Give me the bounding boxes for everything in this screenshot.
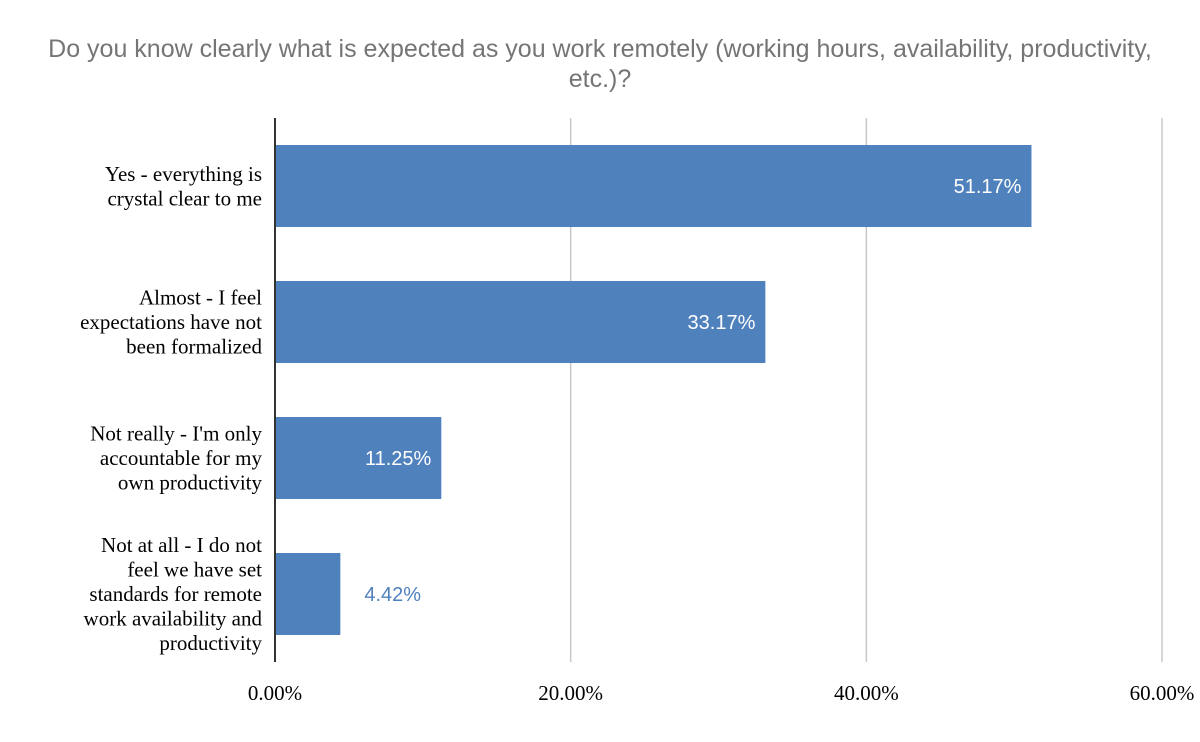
data-label: 33.17% bbox=[688, 312, 756, 334]
category-label: Not at all - I do not feel we have set sta… bbox=[84, 533, 263, 655]
x-tick-label: 20.00% bbox=[538, 681, 603, 705]
bar bbox=[275, 553, 341, 635]
data-label: 51.17% bbox=[954, 176, 1022, 198]
x-tick-label: 0.00% bbox=[248, 681, 302, 705]
x-tick-label: 40.00% bbox=[834, 681, 899, 705]
data-label: 11.25% bbox=[365, 448, 432, 470]
bar bbox=[275, 281, 766, 363]
category-label: Almost - I feel expectations have not been… bbox=[80, 286, 262, 359]
category-label: Not really - I'm only accountable for my o… bbox=[90, 422, 262, 495]
data-label: 4.42% bbox=[364, 584, 421, 606]
chart-title: Do you know clearly what is expected as … bbox=[48, 35, 1152, 93]
bar bbox=[275, 145, 1032, 227]
x-tick-label: 60.00% bbox=[1130, 681, 1195, 705]
bar bbox=[275, 417, 442, 499]
category-label: Yes - everything is crystal clear to me bbox=[105, 162, 262, 211]
